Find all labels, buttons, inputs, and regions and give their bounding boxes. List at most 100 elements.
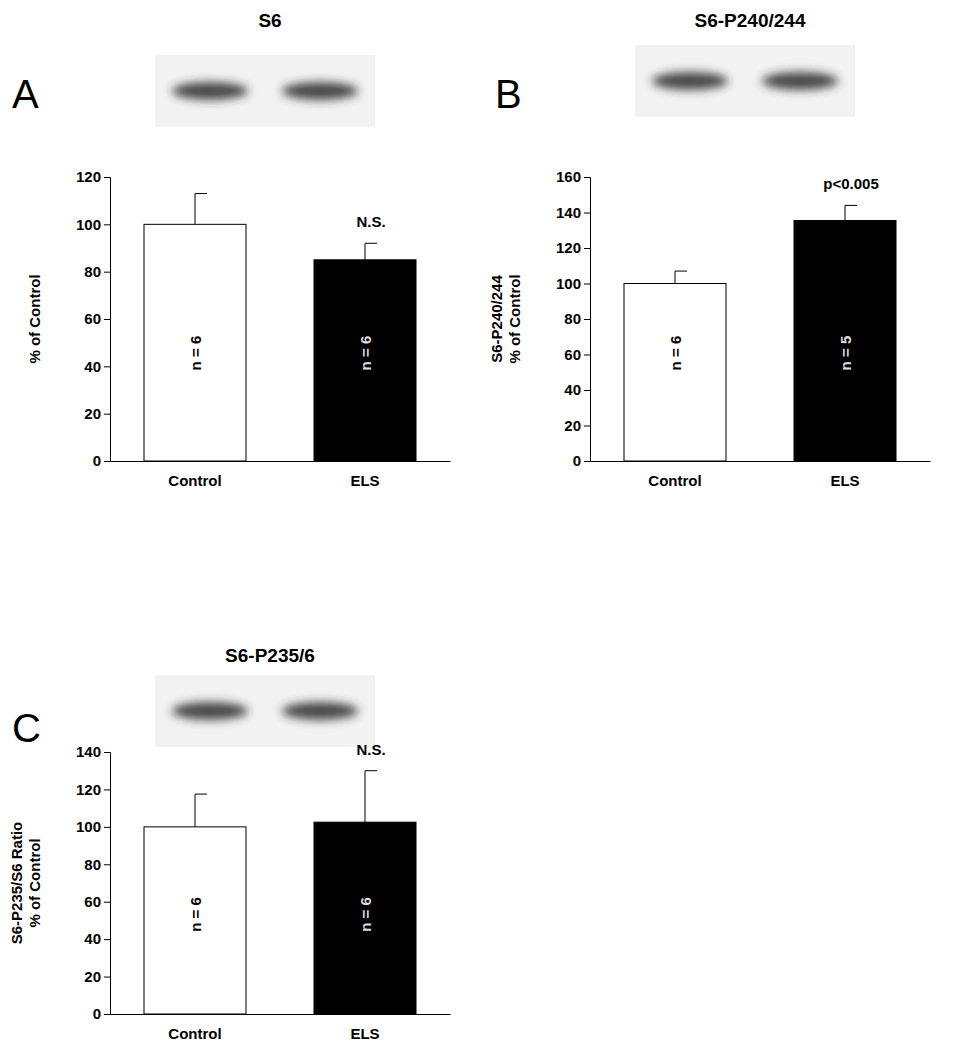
tick-mark	[104, 272, 110, 273]
tick: 120	[76, 168, 110, 185]
blot-background	[155, 55, 375, 127]
tick: 140	[556, 204, 590, 221]
tick-mark	[584, 177, 590, 178]
n-label: n = 6	[187, 897, 204, 932]
n-label: n = 6	[667, 336, 684, 371]
annotation: N.S.	[356, 213, 385, 230]
y-axis: 020406080100120140160	[556, 168, 591, 469]
error-line	[195, 794, 196, 827]
blot-image	[155, 55, 375, 127]
tick: 60	[84, 310, 110, 327]
tick-mark	[104, 827, 110, 828]
tick-label: 20	[564, 417, 581, 434]
blot-band	[172, 702, 248, 720]
error-bar	[845, 205, 857, 220]
tick-mark	[104, 177, 110, 178]
bar	[144, 224, 246, 461]
blot-image	[635, 45, 855, 117]
blot-image	[155, 675, 375, 747]
blot-band	[282, 702, 358, 720]
panel: S6-P240/244Bn = 6n = 5p<0.00502040608010…	[488, 10, 931, 489]
tick-label: 0	[573, 452, 581, 469]
tick-label: 60	[84, 893, 101, 910]
tick-mark	[104, 977, 110, 978]
tick-label: 120	[556, 239, 581, 256]
tick: 40	[84, 358, 110, 375]
tick-label: 100	[76, 818, 101, 835]
y-axis-title: % of Control	[26, 838, 43, 927]
tick-label: 60	[84, 310, 101, 327]
tick-label: 120	[76, 168, 101, 185]
error-bar	[195, 794, 207, 827]
tick: 80	[564, 310, 590, 327]
tick-mark	[104, 461, 110, 462]
tick-mark	[584, 284, 590, 285]
tick-label: 20	[84, 968, 101, 985]
tick-label: 40	[564, 381, 581, 398]
tick-label: 60	[564, 346, 581, 363]
title: S6	[258, 10, 281, 31]
tick-label: 80	[564, 310, 581, 327]
y-axis-title: S6-P235/S6 Ratio	[8, 822, 25, 945]
tick-label: ELS	[350, 472, 379, 489]
n-label: n = 6	[187, 336, 204, 371]
error-cap	[365, 770, 377, 771]
tick: 0	[93, 1005, 110, 1022]
tick: 20	[564, 417, 590, 434]
tick: 40	[564, 381, 590, 398]
annotation: p<0.005	[823, 175, 878, 192]
panel: S6-P235/6Cn = 6n = 6N.S.0204060801001201…	[8, 645, 451, 1042]
tick-label: 40	[84, 930, 101, 947]
error-bar	[365, 771, 377, 822]
tick: Control	[168, 461, 221, 489]
tick-label: ELS	[350, 1025, 379, 1042]
tick: 120	[76, 781, 110, 798]
axis-line	[591, 461, 931, 462]
bar	[314, 822, 416, 1014]
error-cap	[195, 794, 207, 795]
y-axis-title: S6-P240/244	[488, 275, 505, 363]
tick-mark	[584, 461, 590, 462]
axis-line	[104, 178, 111, 462]
plot-area	[624, 205, 896, 461]
tick: Control	[648, 461, 701, 489]
tick-mark	[584, 355, 590, 356]
tick-label: 140	[556, 204, 581, 221]
tick-label: 80	[84, 263, 101, 280]
x-axis: ControlELS	[591, 461, 931, 489]
tick: ELS	[350, 1014, 379, 1042]
axis-line	[111, 1014, 451, 1015]
blot-background	[155, 675, 375, 747]
tick-mark	[584, 213, 590, 214]
tick-mark	[104, 1014, 110, 1015]
panel-letter: B	[495, 72, 522, 116]
error-line	[195, 194, 196, 225]
tick-mark	[104, 789, 110, 790]
plot-area	[144, 771, 416, 1014]
blot-band	[282, 82, 358, 100]
error-bar	[365, 243, 377, 260]
tick: ELS	[350, 461, 379, 489]
axis-line	[104, 753, 111, 1015]
x-axis: Control ELS	[111, 1014, 451, 1042]
tick-label: 40	[84, 358, 101, 375]
tick: 100	[556, 275, 590, 292]
y-axis: 020406080100120140	[76, 743, 111, 1022]
tick-mark	[104, 224, 110, 225]
tick-mark	[104, 752, 110, 753]
tick: 0	[573, 452, 590, 469]
tick: 120	[556, 239, 590, 256]
tick: 80	[84, 263, 110, 280]
blot-background	[635, 45, 855, 117]
error-line	[675, 271, 676, 283]
blot-band	[762, 72, 838, 90]
tick-label: 20	[84, 405, 101, 422]
tick: 60	[564, 346, 590, 363]
y-axis-title: % of Control	[506, 274, 523, 363]
tick-mark	[584, 390, 590, 391]
tick-label: Control	[168, 1025, 221, 1042]
tick: 20	[84, 968, 110, 985]
tick-label: 100	[76, 216, 101, 233]
title: S6-P235/6	[225, 645, 315, 666]
tick: 100	[76, 216, 110, 233]
